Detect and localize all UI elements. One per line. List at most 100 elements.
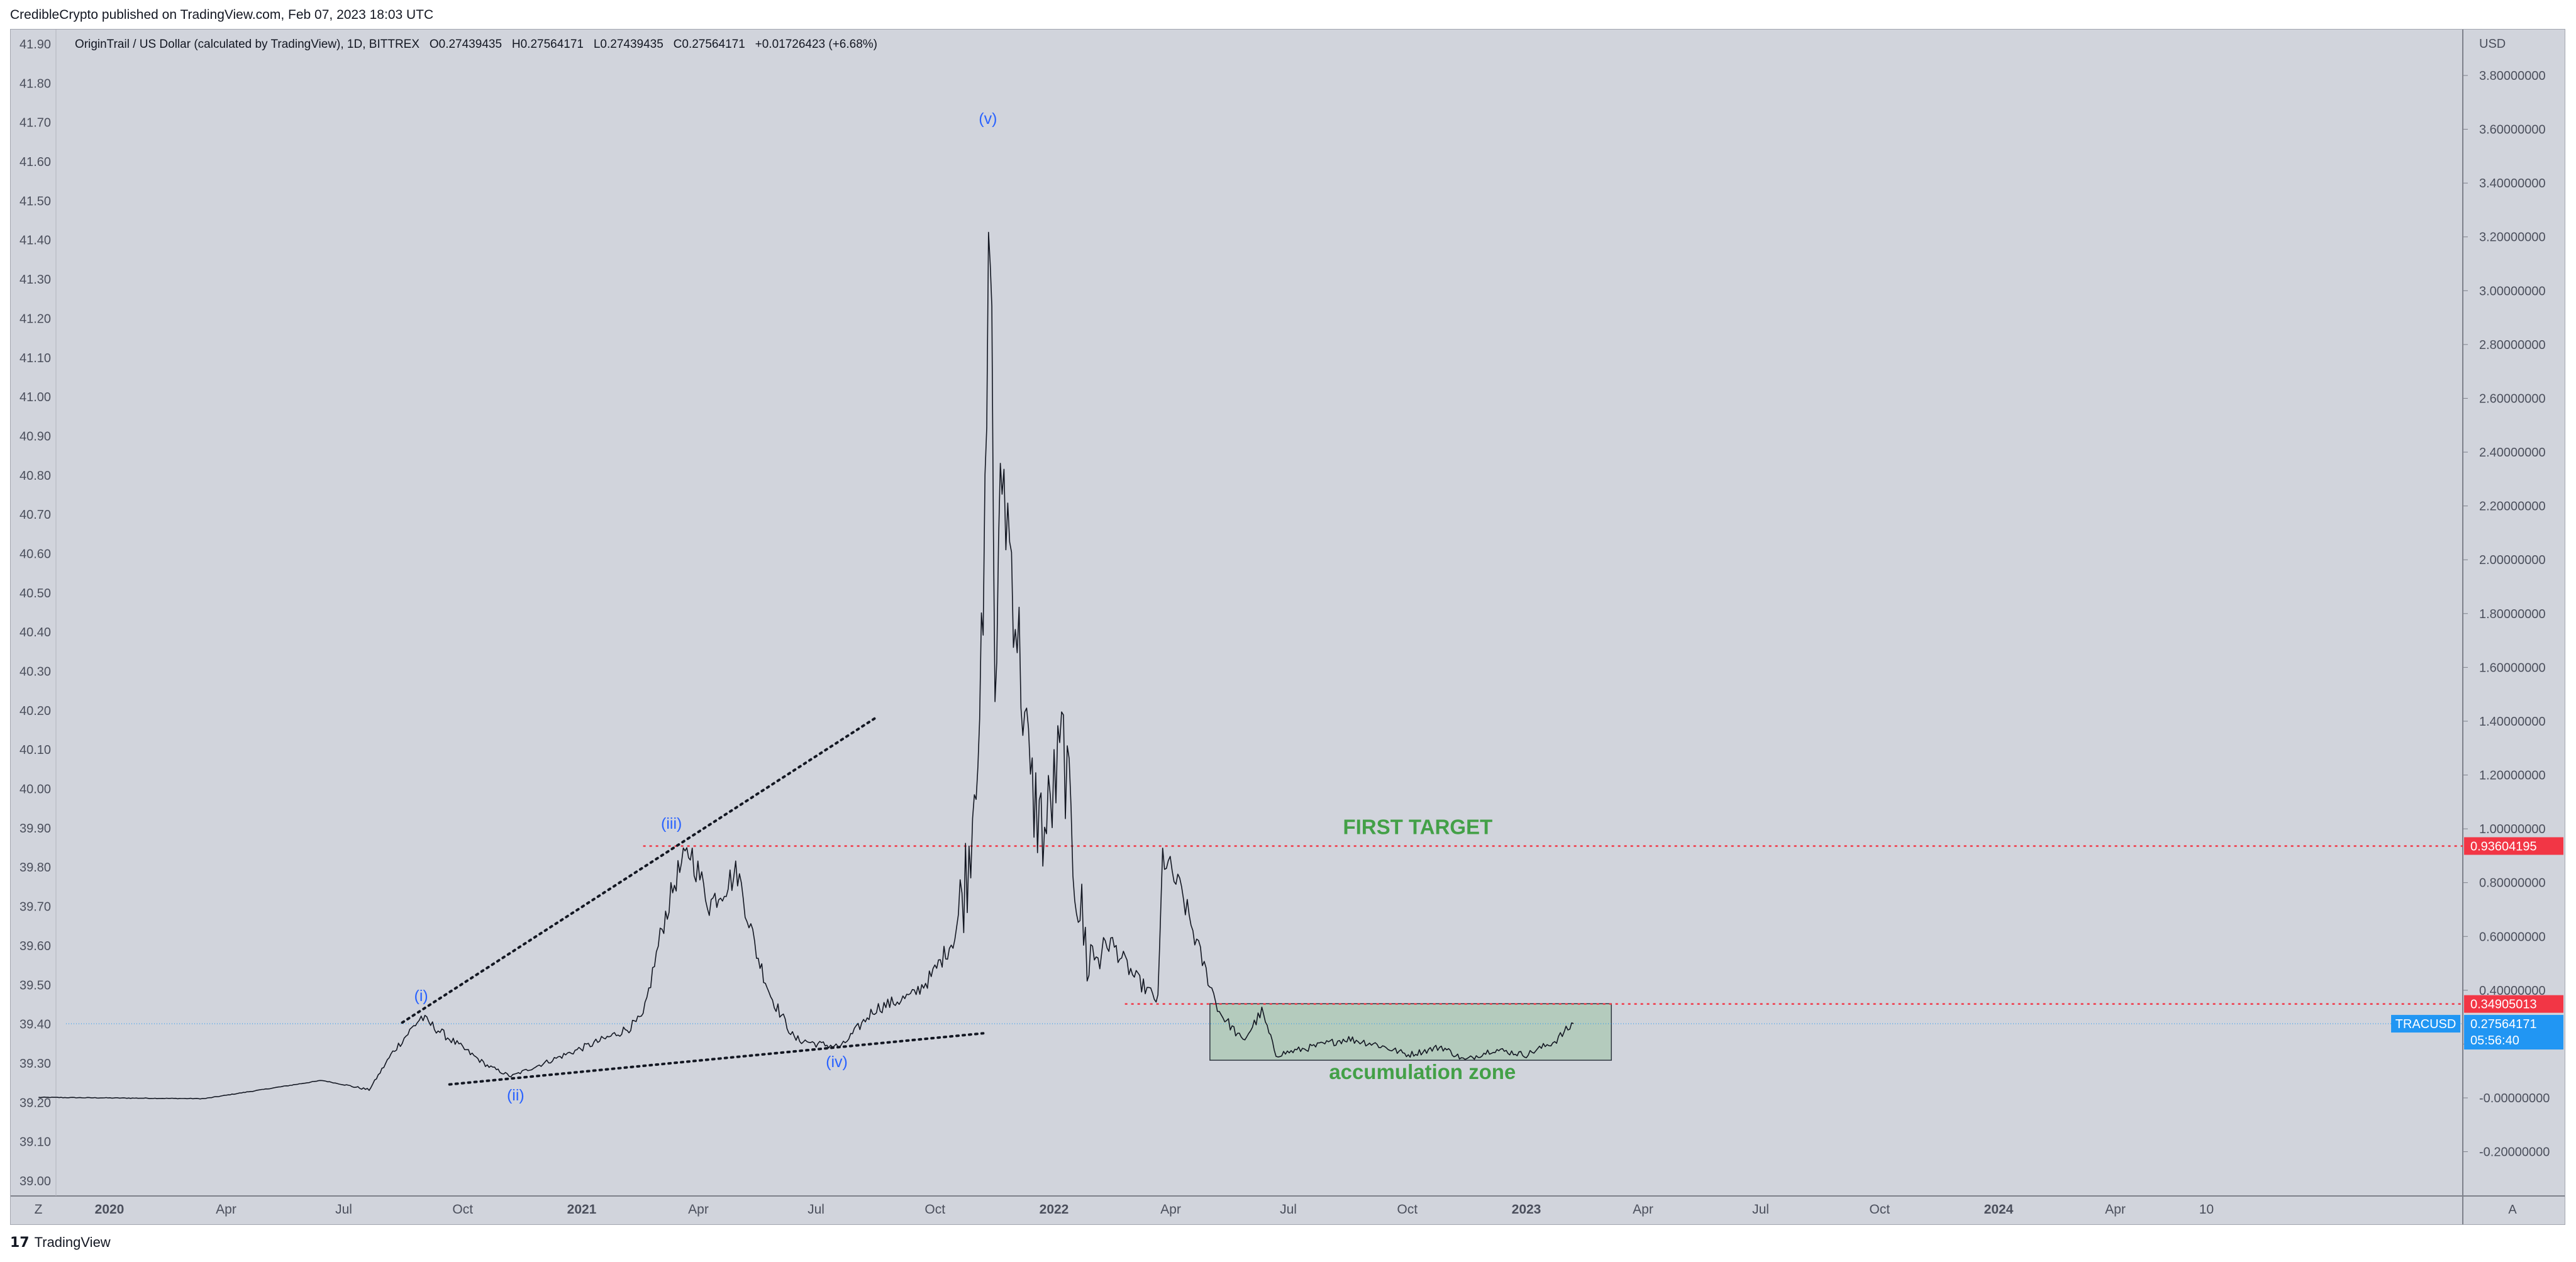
close-label: C [673, 38, 682, 51]
left-axis-tick-label: 40.70 [19, 508, 51, 522]
left-axis-tick-label: 39.30 [19, 1057, 51, 1071]
left-axis-tick-label: 41.20 [19, 312, 51, 326]
left-axis-tick-label: 40.80 [19, 469, 51, 483]
left-axis-tick-label: 40.30 [19, 665, 51, 679]
time-axis-tick-label: Jul [335, 1202, 352, 1217]
left-axis-tick-label: 39.20 [19, 1096, 51, 1110]
elliott-wave-label: (v) [979, 110, 997, 128]
time-axis-tick-label: Oct [1397, 1202, 1418, 1217]
price-axis-tick-label: 1.20000000 [2479, 769, 2546, 783]
time-axis-tick-label: Apr [1160, 1202, 1181, 1217]
time-axis-tick-label: Apr [688, 1202, 709, 1217]
chart-annotation-text: FIRST TARGET [1343, 816, 1492, 839]
left-axis-tick-label: 41.40 [19, 234, 51, 248]
time-axis-tick-label: Oct [924, 1202, 945, 1217]
price-axis-tick-label: 2.40000000 [2479, 446, 2546, 460]
left-axis-tick-label: 39.70 [19, 900, 51, 914]
price-axis-tick-label: 3.60000000 [2479, 123, 2546, 137]
bar-countdown: 05:56:40 [2470, 1034, 2519, 1048]
left-axis-tick-label: 41.10 [19, 351, 51, 365]
symbol-tag [2391, 1015, 2460, 1033]
time-axis-tick-label: 2022 [1040, 1202, 1069, 1217]
price-axis-tick-label: 1.40000000 [2479, 715, 2546, 729]
price-axis-tick-label: 1.60000000 [2479, 661, 2546, 675]
price-chart[interactable]: 41.90 41.80 41.70 41.60 41.50 41.40 41.30 41.20… [11, 30, 2565, 1224]
time-axis-corner-label: Z [35, 1202, 43, 1217]
price-axis-tick-label: 0.40000000 [2479, 984, 2546, 998]
change-value: +0.01726423 (+6.68%) [755, 38, 878, 51]
elliott-wave-label: (ii) [507, 1087, 525, 1104]
trendline [401, 717, 876, 1024]
footer [0, 1225, 2576, 1262]
time-axis-tick-label: 2024 [1984, 1202, 2014, 1217]
elliott-wave-label: (iii) [661, 815, 682, 833]
time-axis-tick-label: Apr [1633, 1202, 1653, 1217]
left-axis-tick-label: 40.50 [19, 587, 51, 601]
low-label: L [593, 38, 601, 51]
auto-scale-button: A [2508, 1203, 2517, 1217]
left-axis-tick-label: 40.40 [19, 626, 51, 639]
open-label: O [429, 38, 439, 51]
elliott-wave-label: (iv) [826, 1053, 848, 1071]
chart-annotation-text: accumulation zone [1329, 1060, 1516, 1083]
high-value: 0.27564171 [520, 38, 584, 51]
left-axis-tick-label: 39.40 [19, 1018, 51, 1032]
trendline [448, 1032, 985, 1086]
level-price-tag [2464, 837, 2563, 855]
symbol-legend: OriginTrail / US Dollar (calculated by T… [75, 38, 877, 52]
left-axis-tick-label: 40.00 [19, 783, 51, 797]
price-axis-tick-label: 2.80000000 [2479, 338, 2546, 352]
price-axis-tick-label: 3.20000000 [2479, 231, 2546, 245]
time-axis-tick-label: Jul [1752, 1202, 1769, 1217]
left-axis-tick-label: 41.70 [19, 116, 51, 130]
left-axis-tick-label: 40.20 [19, 704, 51, 718]
price-axis-tick-label: 0.80000000 [2479, 877, 2546, 890]
price-axis-tick-label: 2.00000000 [2479, 553, 2546, 567]
price-axis-tick-label: 1.00000000 [2479, 822, 2546, 836]
left-axis-tick-label: 41.00 [19, 390, 51, 404]
published-header: CredibleCrypto published on TradingView.… [0, 0, 2576, 29]
left-axis-tick-label: 40.90 [19, 429, 51, 443]
price-axis-tick-label: 3.00000000 [2479, 284, 2546, 298]
time-axis-tick-label: 2021 [567, 1202, 597, 1217]
time-axis-tick-label: 10 [2199, 1202, 2214, 1217]
left-axis-tick-label: 41.30 [19, 273, 51, 287]
open-value: 0.27439435 [438, 38, 502, 51]
elliott-wave-label: (i) [414, 987, 428, 1005]
price-axis-tick-label: -0.00000000 [2479, 1092, 2550, 1105]
chart-panel[interactable]: 41.90 41.80 41.70 41.60 41.50 41.40 41.30 41.20… [10, 29, 2565, 1225]
left-axis-tick-label: 39.90 [19, 822, 51, 836]
price-axis-tick-label: 1.80000000 [2479, 607, 2546, 621]
price-axis-tick-label: -0.20000000 [2479, 1146, 2550, 1160]
high-label: H [511, 38, 521, 51]
price-axis-tick-label: 3.40000000 [2479, 177, 2546, 191]
time-axis-tick-label: 2023 [1512, 1202, 1541, 1217]
time-axis-tick-label: Apr [2105, 1202, 2126, 1217]
price-axis-currency: USD [2479, 37, 2506, 51]
left-axis-tick-label: 40.60 [19, 547, 51, 561]
left-axis-tick-label: 39.50 [19, 978, 51, 992]
time-axis-tick-label: Apr [216, 1202, 236, 1217]
left-axis-tick-label: 39.60 [19, 939, 51, 953]
level-price-tag-text: 0.34905013 [2470, 998, 2537, 1012]
low-value: 0.27439435 [600, 38, 663, 51]
price-axis-tick-label: 3.80000000 [2479, 69, 2546, 83]
tradingview-logo-icon: 17 [10, 1234, 30, 1251]
time-axis-tick-label: Oct [452, 1202, 473, 1217]
price-series-line [38, 231, 1574, 1100]
symbol-tag-text: TRACUSD [2396, 1017, 2457, 1031]
time-axis-tick-label: 2020 [95, 1202, 125, 1217]
published-byline: CredibleCrypto published on TradingView.… [10, 8, 434, 22]
last-price-tag [2464, 1015, 2563, 1050]
level-price-tag-text: 0.93604195 [2470, 839, 2537, 853]
left-axis-tick-label: 41.60 [19, 155, 51, 169]
left-axis-tick-label: 39.80 [19, 861, 51, 875]
left-axis-tick-label: 40.10 [19, 743, 51, 757]
left-axis-tick-label: 39.00 [19, 1175, 51, 1188]
last-price-value: 0.27564171 [2470, 1017, 2537, 1031]
price-axis-tick-label: 2.20000000 [2479, 500, 2546, 514]
tradingview-logo[interactable]: 17 TradingView [10, 1234, 111, 1251]
left-axis-tick-label: 41.80 [19, 77, 51, 91]
tradingview-brand: TradingView [34, 1234, 111, 1250]
price-axis-tick-label: 0.60000000 [2479, 930, 2546, 944]
